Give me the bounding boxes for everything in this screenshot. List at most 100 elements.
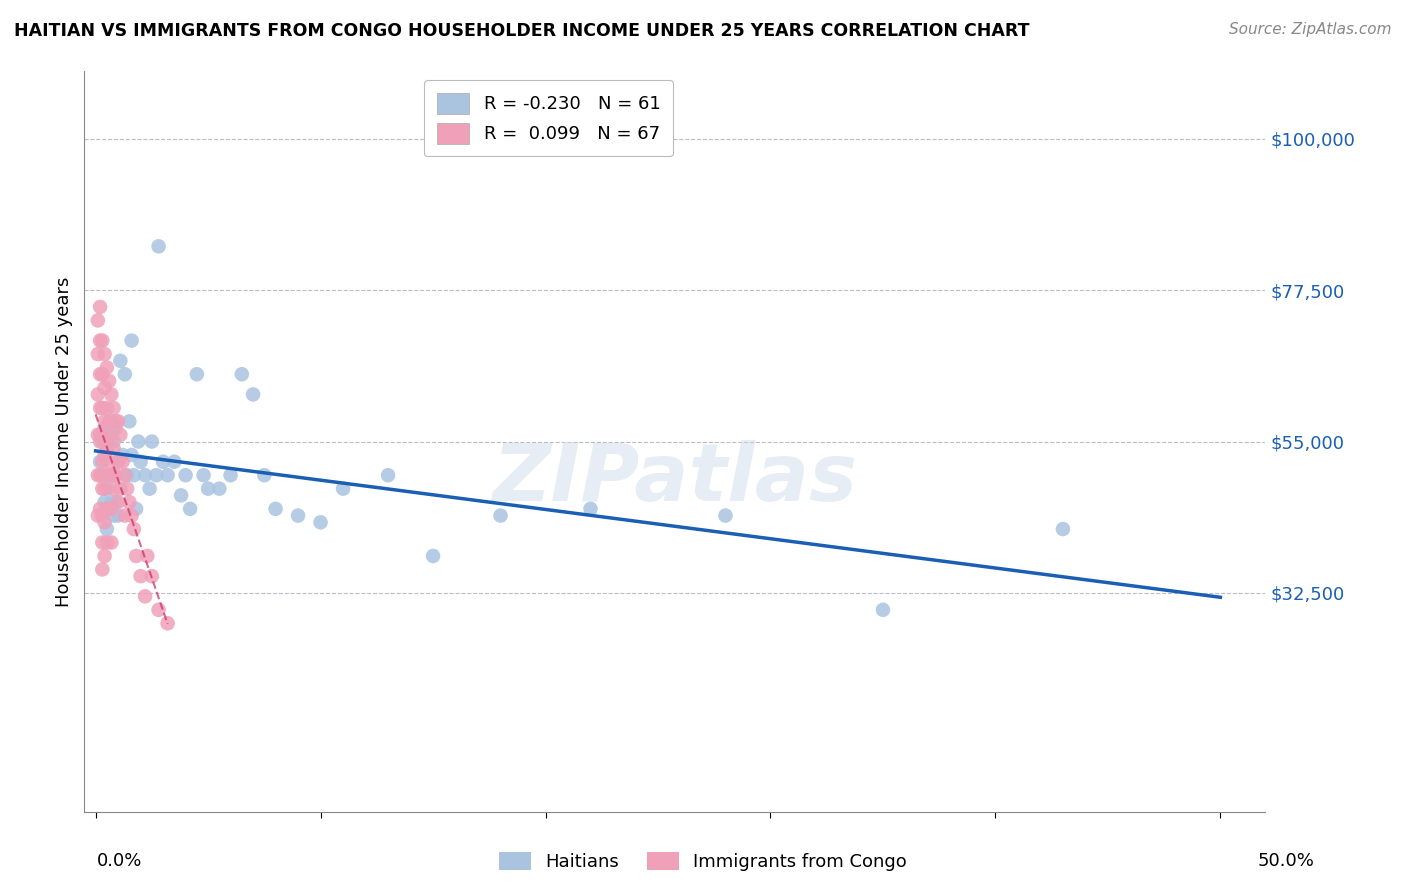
Point — [309, 516, 332, 530]
Point — [93, 448, 115, 462]
Point — [104, 414, 127, 428]
Point — [93, 516, 115, 530]
Point — [100, 387, 122, 401]
Point — [89, 300, 111, 314]
Point — [87, 468, 110, 483]
Point — [93, 381, 115, 395]
Point — [579, 501, 602, 516]
Point — [91, 508, 114, 523]
Point — [134, 590, 156, 604]
Point — [125, 501, 148, 516]
Point — [96, 522, 118, 536]
Point — [89, 401, 111, 415]
Point — [93, 482, 115, 496]
Point — [121, 334, 143, 348]
Point — [118, 414, 141, 428]
Point — [91, 368, 114, 382]
Point — [253, 468, 276, 483]
Point — [98, 414, 121, 428]
Point — [89, 455, 111, 469]
Point — [110, 353, 132, 368]
Point — [96, 482, 118, 496]
Point — [91, 468, 114, 483]
Text: ZIPatlas: ZIPatlas — [492, 440, 858, 517]
Text: 50.0%: 50.0% — [1258, 852, 1315, 870]
Text: HAITIAN VS IMMIGRANTS FROM CONGO HOUSEHOLDER INCOME UNDER 25 YEARS CORRELATION C: HAITIAN VS IMMIGRANTS FROM CONGO HOUSEHO… — [14, 22, 1029, 40]
Point — [98, 427, 121, 442]
Point — [96, 360, 118, 375]
Point — [103, 442, 125, 456]
Point — [87, 508, 110, 523]
Point — [127, 434, 149, 449]
Point — [107, 508, 129, 523]
Point — [156, 616, 179, 631]
Point — [100, 495, 122, 509]
Point — [91, 401, 114, 415]
Point — [136, 549, 159, 563]
Point — [242, 387, 264, 401]
Point — [122, 468, 145, 483]
Point — [141, 434, 163, 449]
Point — [96, 434, 118, 449]
Point — [148, 239, 170, 253]
Point — [208, 482, 231, 496]
Point — [89, 427, 111, 442]
Point — [98, 374, 121, 388]
Point — [91, 334, 114, 348]
Point — [103, 401, 125, 415]
Point — [129, 569, 152, 583]
Point — [489, 508, 512, 523]
Point — [170, 488, 193, 502]
Point — [872, 603, 894, 617]
Point — [332, 482, 354, 496]
Point — [1052, 522, 1074, 536]
Point — [114, 468, 136, 483]
Point — [96, 501, 118, 516]
Point — [714, 508, 737, 523]
Point — [104, 495, 127, 509]
Point — [141, 569, 163, 583]
Point — [89, 368, 111, 382]
Point — [93, 495, 115, 509]
Point — [110, 482, 132, 496]
Point — [87, 347, 110, 361]
Point — [100, 427, 122, 442]
Text: 0.0%: 0.0% — [97, 852, 142, 870]
Point — [98, 468, 121, 483]
Point — [121, 448, 143, 462]
Legend: R = -0.230   N = 61, R =  0.099   N = 67: R = -0.230 N = 61, R = 0.099 N = 67 — [425, 80, 673, 156]
Point — [103, 434, 125, 449]
Point — [122, 522, 145, 536]
Point — [96, 401, 118, 415]
Point — [115, 468, 138, 483]
Point — [107, 455, 129, 469]
Point — [121, 508, 143, 523]
Point — [91, 562, 114, 576]
Point — [138, 482, 160, 496]
Y-axis label: Householder Income Under 25 years: Householder Income Under 25 years — [55, 277, 73, 607]
Point — [114, 368, 136, 382]
Point — [377, 468, 399, 483]
Point — [114, 508, 136, 523]
Point — [129, 455, 152, 469]
Point — [103, 468, 125, 483]
Point — [91, 535, 114, 549]
Point — [193, 468, 215, 483]
Point — [91, 482, 114, 496]
Point — [93, 421, 115, 435]
Legend: Haitians, Immigrants from Congo: Haitians, Immigrants from Congo — [492, 845, 914, 879]
Point — [186, 368, 208, 382]
Point — [89, 501, 111, 516]
Point — [87, 313, 110, 327]
Point — [163, 455, 186, 469]
Point — [134, 468, 156, 483]
Point — [96, 535, 118, 549]
Point — [422, 549, 444, 563]
Point — [103, 482, 125, 496]
Point — [89, 334, 111, 348]
Point — [287, 508, 309, 523]
Point — [264, 501, 287, 516]
Point — [179, 501, 201, 516]
Point — [93, 347, 115, 361]
Point — [152, 455, 174, 469]
